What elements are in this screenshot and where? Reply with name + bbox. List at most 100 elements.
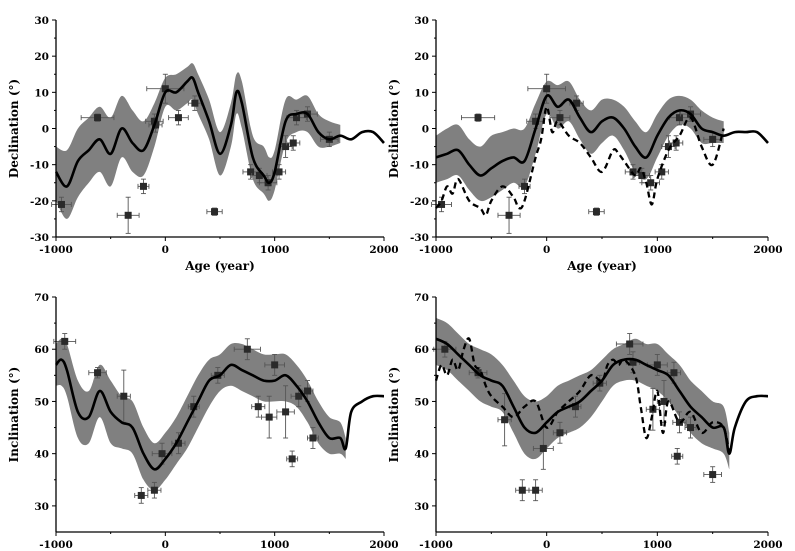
data-point xyxy=(527,73,566,104)
data-point xyxy=(233,338,261,361)
data-point-marker xyxy=(174,439,182,447)
data-point-marker xyxy=(709,135,717,143)
confidence-band xyxy=(436,80,724,202)
data-point-marker xyxy=(137,491,145,499)
data-point-marker xyxy=(673,452,681,460)
y-tick-label: 30 xyxy=(414,501,429,513)
solid-series-line xyxy=(435,337,769,455)
data-point xyxy=(307,427,319,449)
data-point xyxy=(461,113,496,122)
y-tick-label: 0 xyxy=(42,124,49,136)
data-point-marker xyxy=(94,114,102,122)
x-tick-label: 1000 xyxy=(643,244,672,256)
data-point-marker xyxy=(247,168,255,176)
data-point-marker xyxy=(532,486,540,494)
solid-series-line xyxy=(54,358,385,471)
y-tick-label: 60 xyxy=(34,344,49,356)
data-point-marker xyxy=(664,143,672,151)
y-tick-label: 20 xyxy=(414,51,429,63)
data-point-marker xyxy=(288,455,296,463)
data-point-marker xyxy=(255,172,263,180)
data-point-marker xyxy=(211,208,219,216)
data-point xyxy=(116,196,140,234)
data-point xyxy=(684,416,697,439)
data-point-marker xyxy=(629,358,637,366)
y-tick-label: -10 xyxy=(30,160,49,172)
data-point-marker xyxy=(709,471,717,479)
x-tick-label: -1000 xyxy=(419,539,453,551)
data-point xyxy=(147,481,162,499)
y-tick-label: 20 xyxy=(34,51,49,63)
data-point-marker xyxy=(573,99,581,107)
y-tick-label: 50 xyxy=(34,396,49,408)
data-point-marker xyxy=(190,403,198,411)
data-point-marker xyxy=(438,200,446,208)
x-tick-label: 0 xyxy=(162,244,169,256)
data-point xyxy=(264,353,285,376)
data-point-marker xyxy=(303,387,311,395)
x-tick-label: 2000 xyxy=(753,244,782,256)
data-point-marker xyxy=(191,99,199,107)
data-point-marker xyxy=(505,211,513,219)
data-point-marker xyxy=(626,340,634,348)
y-tick-label: 30 xyxy=(34,501,49,513)
data-point xyxy=(672,411,687,434)
data-point xyxy=(116,369,131,423)
chart-dec-right: -30 -20 -10 0 10 20 30 -1000 0 1000 2000 Age (year)… xyxy=(387,15,783,273)
x-tick-label: 1000 xyxy=(643,539,672,551)
data-point xyxy=(187,395,200,418)
data-point-marker xyxy=(592,208,600,216)
data-point-marker xyxy=(672,139,680,147)
solid-series-line xyxy=(435,94,769,177)
data-point xyxy=(641,175,660,191)
data-point xyxy=(53,333,77,350)
y-tick-label: 60 xyxy=(414,344,429,356)
data-point-marker xyxy=(638,172,646,180)
data-point-marker xyxy=(687,424,695,432)
y-axis-title: Inclination (°) xyxy=(387,367,401,463)
data-point xyxy=(532,427,554,470)
data-point-marker xyxy=(474,114,482,122)
data-point xyxy=(528,479,543,502)
data-point-marker xyxy=(282,143,290,151)
data-point-marker xyxy=(660,397,668,405)
data-point xyxy=(137,178,150,195)
data-point xyxy=(515,479,530,502)
solid-series-line xyxy=(54,76,385,188)
data-point-marker xyxy=(658,168,666,176)
x-tick-label: -1000 xyxy=(39,244,73,256)
data-point xyxy=(552,421,568,444)
data-point xyxy=(588,207,605,216)
data-point xyxy=(251,395,266,418)
y-tick-label: 40 xyxy=(34,449,49,461)
data-point xyxy=(51,196,72,213)
y-tick-label: -20 xyxy=(30,196,49,208)
data-point-marker xyxy=(571,403,579,411)
data-point xyxy=(134,487,149,504)
data-point-marker xyxy=(647,179,655,187)
data-point-marker xyxy=(150,486,158,494)
y-tick-label: 30 xyxy=(414,15,429,27)
data-point-marker xyxy=(675,114,683,122)
data-point xyxy=(168,109,189,126)
y-tick-label: 70 xyxy=(414,292,429,304)
data-point-marker xyxy=(161,85,169,93)
confidence-band xyxy=(56,338,346,491)
data-point-marker xyxy=(271,361,279,369)
x-tick-label: 0 xyxy=(543,539,550,551)
data-point xyxy=(80,113,115,122)
x-tick-label: 2000 xyxy=(369,244,398,256)
data-point-marker xyxy=(158,450,166,458)
x-axis-title: Age (year) xyxy=(184,259,255,273)
x-axis-title: Age (year) xyxy=(566,259,637,273)
data-point xyxy=(88,367,107,379)
y-tick-label: 70 xyxy=(34,292,49,304)
data-point-marker xyxy=(518,486,526,494)
y-axis-title: Declination (°) xyxy=(387,79,401,178)
data-point-marker xyxy=(243,345,251,353)
data-point-marker xyxy=(57,200,65,208)
y-axis-title: Declination (°) xyxy=(7,79,21,178)
x-tick-label: -1000 xyxy=(419,244,453,256)
